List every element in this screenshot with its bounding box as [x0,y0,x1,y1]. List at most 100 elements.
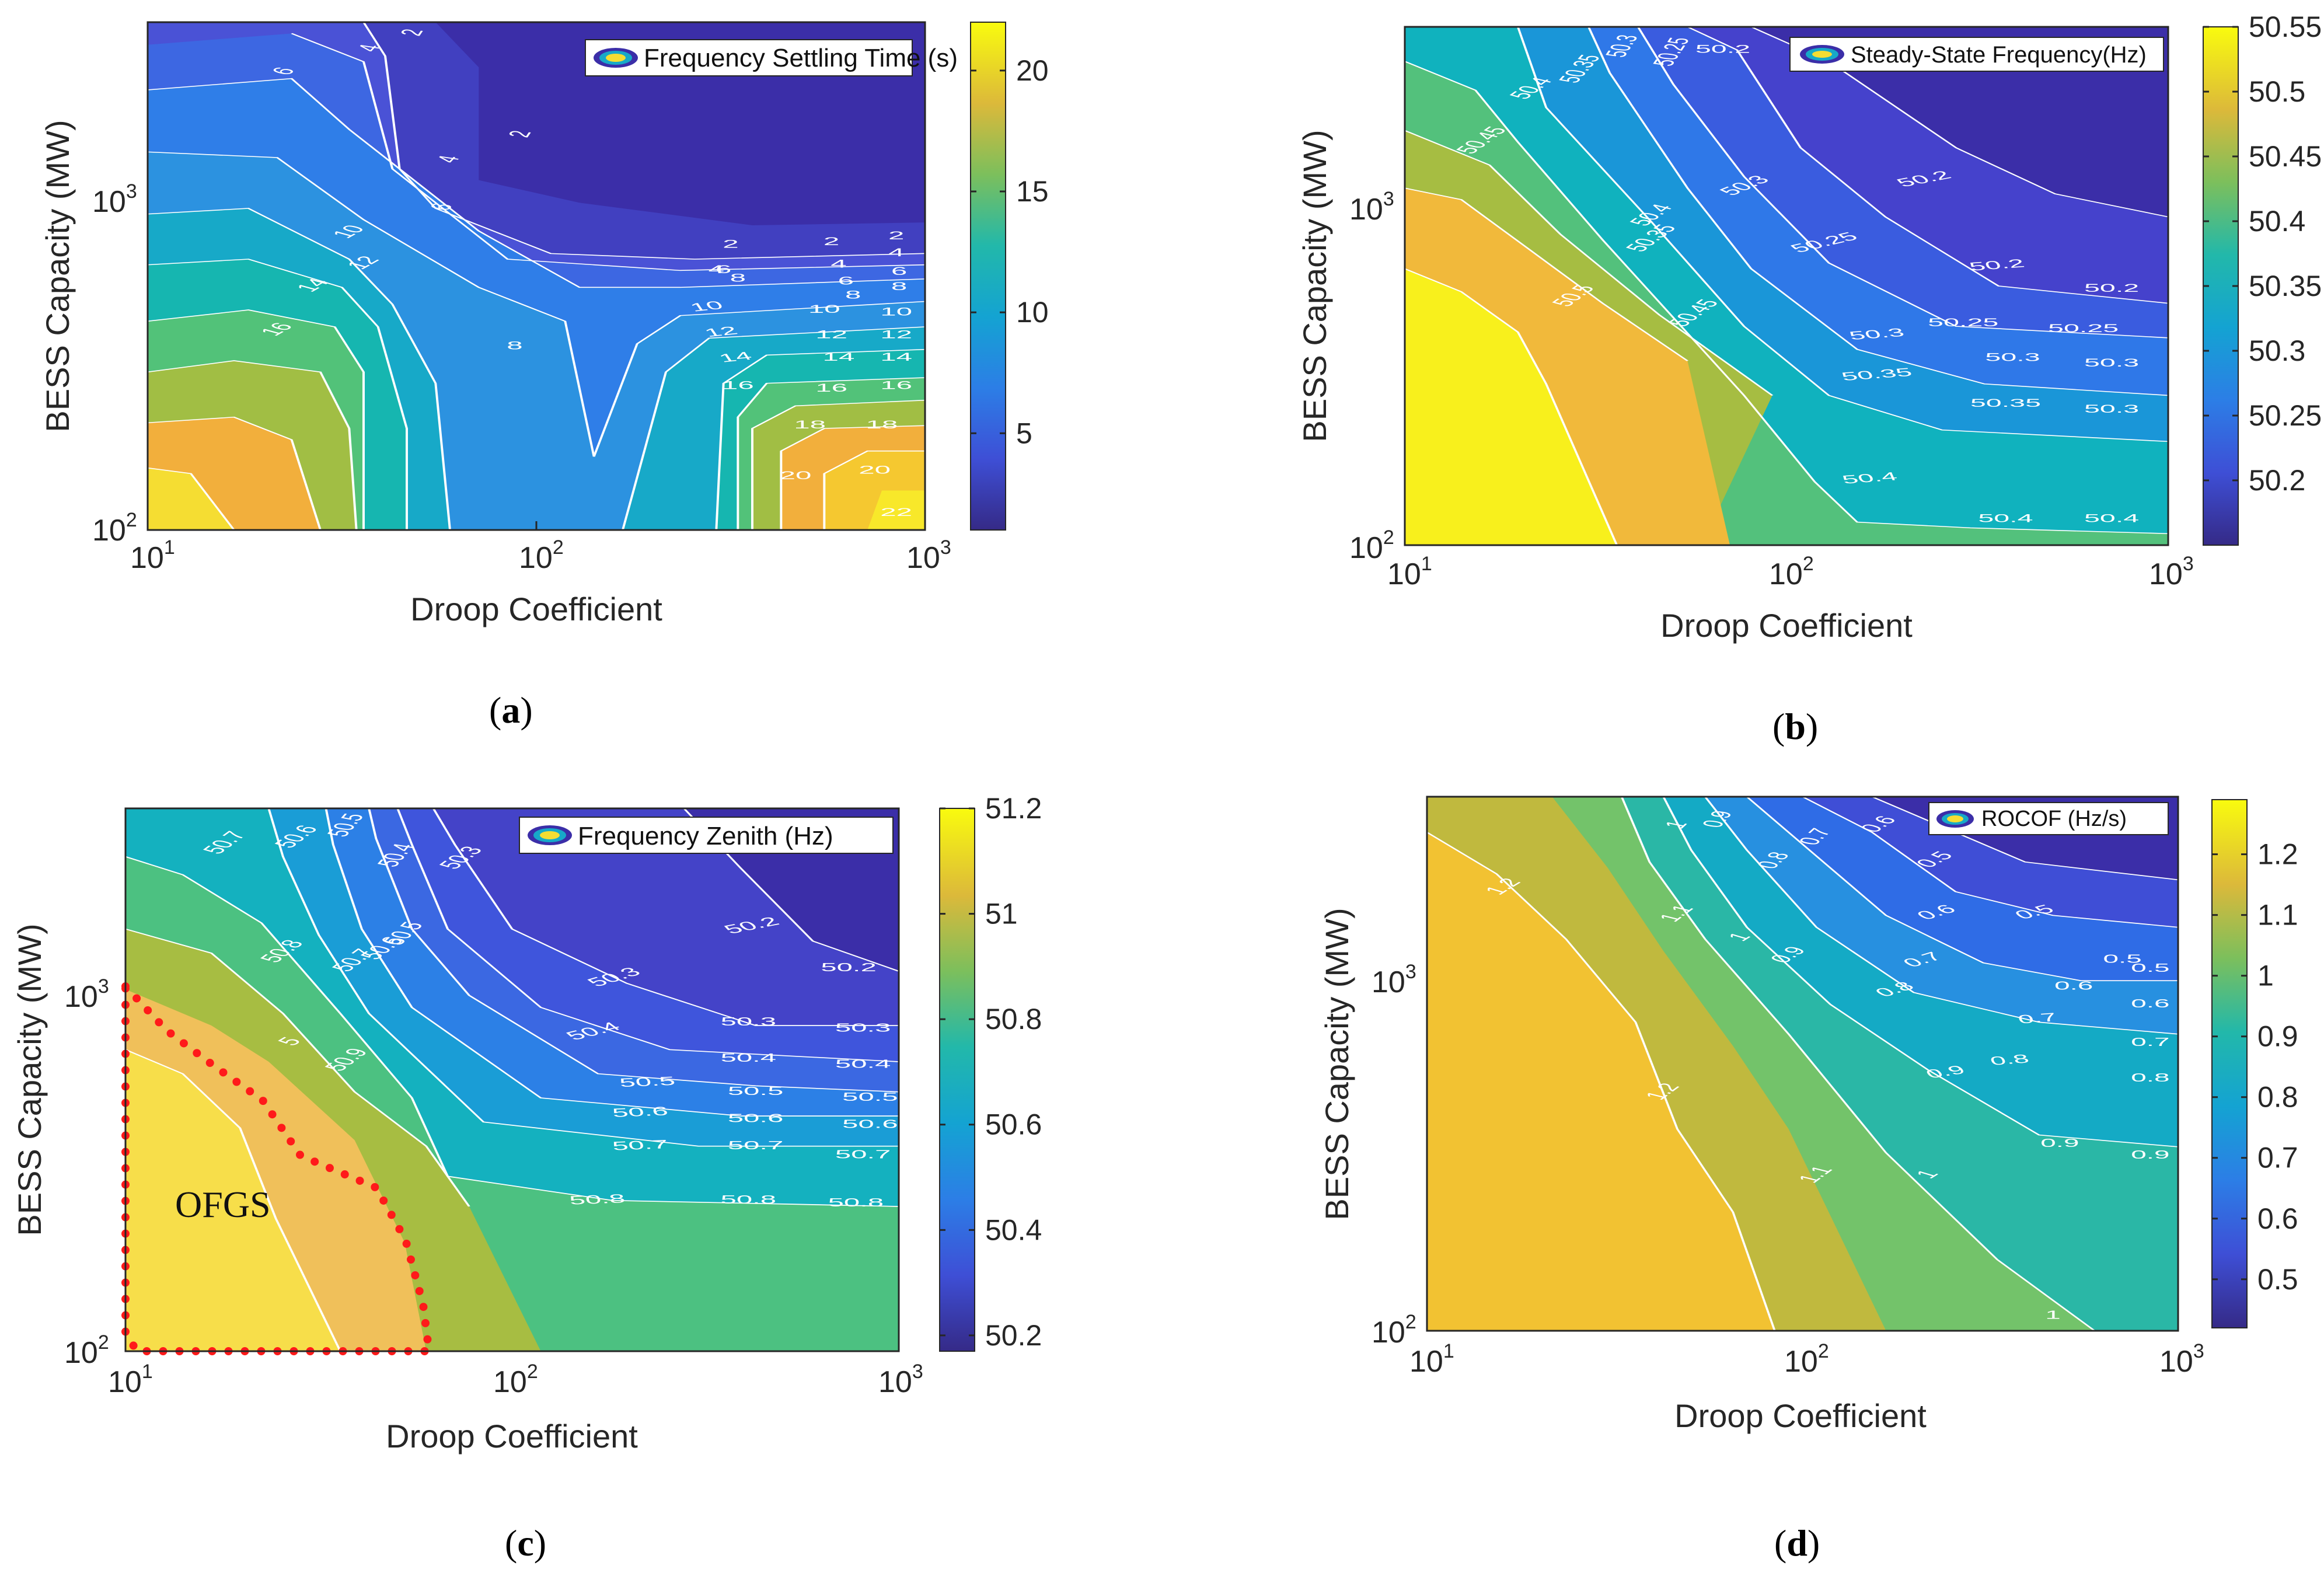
colorbar-tick-label: 50.2 [985,1319,1042,1352]
x-tick-label: 103 [2159,1340,2204,1379]
contour-label: 0.6 [2054,979,2093,992]
y-tick-label: 102 [92,509,137,547]
colorbar-tick-label: 51.2 [985,792,1042,825]
legend-b: Steady-State Frequency(Hz) [1789,37,2164,72]
contour-line [148,309,365,530]
contour-line [148,360,358,530]
panel-a: 2462461012141682468101214162468101214161… [39,21,1049,731]
contour-label: 2 [394,28,430,37]
colorbar-b: 50.2 50.25 50.3 50.35 50.4 50.45 50.5 50.55 [2203,11,2322,546]
contour-label: 50.3 [835,1021,891,1034]
contour-label: 8 [507,339,522,352]
legend-d: ROCOF (Hz/s) [1928,802,2169,835]
contour-label: 50.35 [1970,397,2041,410]
contour-band [148,468,234,530]
contour-line [1636,27,2168,339]
y-tick-label: 102 [1372,1311,1416,1349]
contour-line [267,808,899,1147]
x-tick-label: 102 [519,536,564,575]
colorbar-a: 5 10 15 20 [970,22,1049,531]
contour-line [324,808,899,1117]
colorbar-tick-label: 50.4 [2249,205,2305,238]
colorbar-tick-label: 20 [1016,54,1049,87]
y-tick-label: 103 [1372,961,1416,999]
contour-line [1620,797,2096,1331]
contour-line [368,808,899,1093]
y-axis-label: BESS Capacity (MW) [1318,908,1355,1220]
contour-legend-icon [1800,45,1844,64]
contour-label: 8 [730,271,746,284]
contour-band [1427,832,1775,1331]
colorbar-d: 0.5 0.6 0.7 0.8 0.9 1 1.1 1.2 [2211,799,2298,1328]
x-tick-label: 101 [1387,553,1432,591]
contour-label: 14 [880,350,912,363]
panel-d: 1.21.11 0.90.80.70.60.510.90.80.70.6 0.51.… [1318,796,2298,1564]
y-tick-label: 102 [64,1331,109,1370]
colorbar-tick-label: 0.6 [2257,1202,2298,1235]
contour-label: 10 [880,305,912,318]
colorbar-tick-label: 50.8 [985,1003,1042,1035]
contour-label: 50.8 [828,1195,884,1209]
caption-a: (a) [489,689,533,731]
y-ticks-a: 102 103 [92,180,137,547]
contour-line [780,425,925,530]
contour-line [148,151,925,457]
contour-label: 50.5 [728,1084,783,1097]
plot-area-c: 50.7 50.6 50.5 50.4 50.3 50.2 50.8 50.7 50.6 50.5… [121,807,900,1355]
contour-line [622,326,925,530]
contour-label: 1 [2045,1308,2061,1321]
y-axis-label: BESS Capacity (MW) [1296,130,1333,442]
colorbar-tick-label: 50.4 [985,1213,1042,1246]
contour-label: 50.8 [568,1191,626,1206]
colorbar-tick-label: 51 [985,898,1018,930]
legend-label: Frequency Zenith (Hz) [578,822,833,850]
legend-label: Frequency Settling Time (s) [644,44,958,72]
contour-line [148,78,925,288]
contour-label: 20 [859,463,891,476]
contour-label: 50.8 [721,1192,776,1206]
contour-label: 50.7 [728,1138,783,1152]
contour-label: 8 [845,288,861,301]
colorbar-tick-label: 1.1 [2257,899,2298,932]
contour-line [1686,27,2168,304]
contour-line [148,467,235,530]
y-axis-label: BESS Capacity (MW) [39,120,76,432]
colorbar-tick-label: 50.5 [2249,75,2305,108]
contour-label: 14 [716,349,755,364]
contour-line [1662,797,2178,1147]
contour-line [432,808,899,1026]
ofgs-boundary [121,976,434,1355]
x-axis-label: Droop Coefficient [410,591,662,627]
caption-d: (d) [1774,1522,1820,1564]
contour-label: 50.5 [842,1090,898,1104]
contour-band [125,1049,341,1351]
contour-label: 12 [880,328,912,341]
contour-label: 0.7 [2016,1010,2059,1026]
legend-label: ROCOF (Hz/s) [1981,807,2127,831]
legend-label: Steady-State Frequency(Hz) [1851,42,2147,68]
contour-label: 0.5 [2131,961,2169,975]
colorbar-c: 50.2 50.4 50.6 50.8 51 51.2 [939,792,1042,1352]
colorbar-tick-label: 50.55 [2249,11,2322,43]
contour-label: 50.4 [721,1051,776,1064]
contour-line [148,259,408,530]
colorbar-tick-label: 0.5 [2257,1263,2298,1296]
contour-line [1871,797,2178,881]
contour-label: 0.6 [2131,997,2169,1010]
contour-band [1405,268,1617,545]
y-tick-label: 103 [1349,188,1394,226]
y-ticks-c: 102 103 [64,975,109,1370]
panel-c: 50.7 50.6 50.5 50.4 50.3 50.2 50.8 50.7 50.6 50.5… [11,792,1042,1564]
contour-label: 50.5 [618,1074,676,1089]
x-ticks-a: 101 102 103 [130,521,951,575]
colorbar-tick-label: 15 [1016,175,1049,208]
contour-line [1746,797,2178,981]
contour-band [867,490,925,530]
contour-label: 50.6 [728,1111,783,1125]
contour-label: 50.7 [611,1137,669,1152]
colorbar-tick-label: 50.2 [2249,464,2305,497]
contour-legend-icon [528,825,572,845]
colorbar-tick-label: 50.6 [985,1108,1042,1141]
contour-label: 0.9 [2131,1148,2169,1162]
contour-line [291,33,925,271]
